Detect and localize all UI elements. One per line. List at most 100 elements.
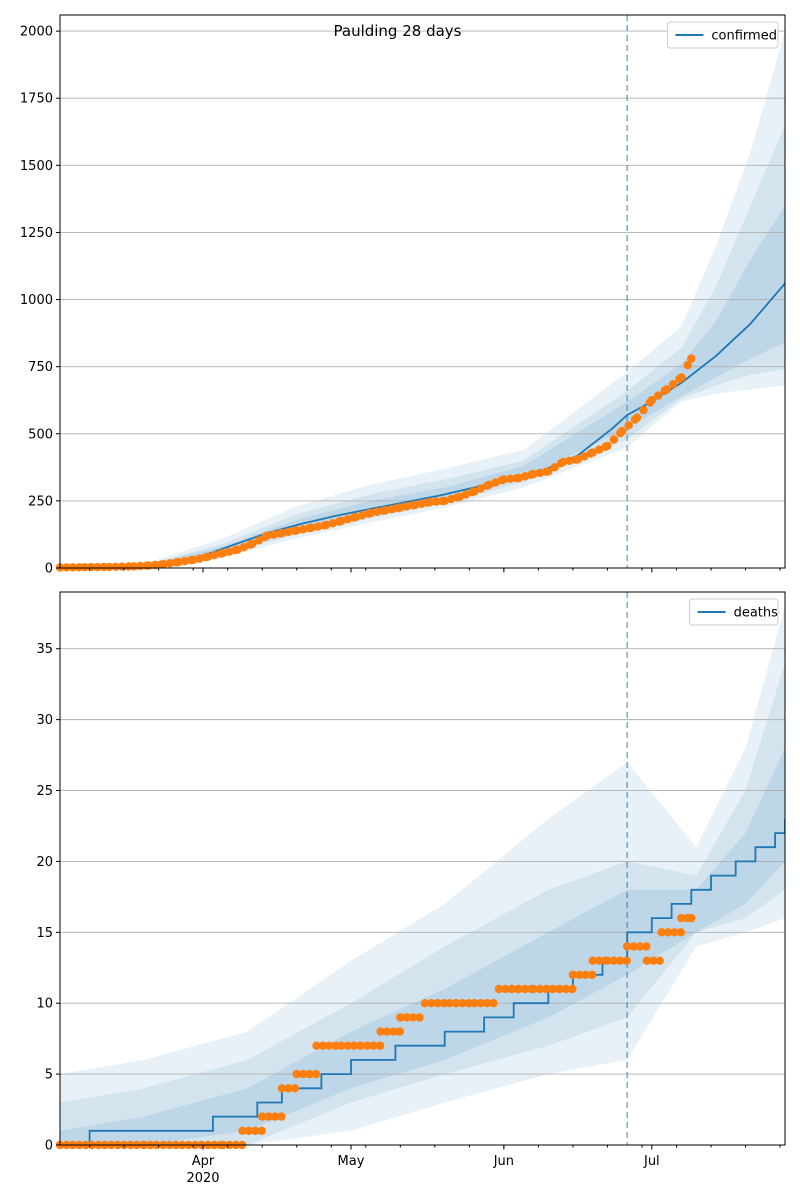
observed-point [277, 1084, 287, 1093]
observed-point [445, 999, 454, 1008]
observed-point [654, 391, 663, 400]
observed-point [470, 999, 479, 1008]
observed-point [363, 1041, 372, 1050]
observed-point [111, 562, 120, 571]
observed-point [254, 536, 263, 545]
observed-point [248, 539, 257, 548]
observed-point [573, 455, 583, 464]
observed-point [408, 1013, 418, 1022]
observed-point [687, 913, 696, 923]
legend-label-confirmed: confirmed [711, 29, 777, 44]
observed-point [440, 496, 449, 506]
y-tick-label: 1250 [20, 226, 53, 241]
observed-point [318, 1041, 328, 1050]
legend-box [666, 21, 779, 49]
observed-point [655, 956, 664, 965]
observed-point [203, 552, 213, 561]
observed-point [349, 1041, 359, 1050]
confirmed-panel: 0 250 500 750 1000 1250 1500 1750 2000 Paulding … [20, 14, 786, 577]
y-tick-label: 0 [45, 1139, 53, 1154]
observed-point [312, 1041, 321, 1050]
observed-point [343, 1041, 352, 1050]
observed-point [269, 530, 278, 539]
observed-point [501, 984, 510, 994]
observed-point [649, 956, 658, 965]
observed-point [642, 956, 652, 965]
observed-point [305, 1069, 314, 1079]
observed-point [535, 984, 545, 994]
observed-point [588, 956, 597, 965]
observed-point [461, 490, 471, 499]
observed-point [663, 928, 673, 937]
observed-point [549, 984, 558, 994]
observed-point [687, 354, 696, 363]
observed-point [425, 498, 435, 507]
observed-point [635, 942, 645, 951]
observed-point [210, 551, 219, 560]
observed-point [550, 463, 559, 472]
observed-point [68, 563, 78, 572]
observed-point [218, 549, 227, 558]
deaths-uncertainty-bands [60, 606, 785, 1145]
observed-point [451, 999, 461, 1008]
observed-point [420, 999, 430, 1008]
observed-point [195, 554, 204, 563]
observed-point [290, 1084, 299, 1093]
observed-point [446, 494, 456, 504]
observed-point [375, 1041, 385, 1050]
x-tick-label: Jul [643, 1154, 660, 1169]
y-tick-label: 30 [36, 713, 53, 728]
observed-point [632, 413, 642, 422]
observed-point [351, 512, 361, 522]
observed-point [415, 1013, 424, 1022]
observed-point [238, 1126, 247, 1136]
observed-point [623, 942, 632, 951]
observed-point [670, 928, 679, 937]
observed-point [402, 1013, 411, 1022]
observed-point [588, 970, 597, 979]
observed-point [244, 1126, 254, 1136]
observed-point [494, 984, 504, 994]
observed-point [369, 1041, 378, 1050]
observed-point [514, 473, 523, 483]
observed-point [491, 478, 500, 487]
legend-box [689, 598, 779, 626]
observed-point [642, 942, 651, 951]
y-tick-label: 1750 [20, 92, 53, 107]
observed-point [594, 956, 604, 965]
x-tick-label: May [338, 1154, 365, 1169]
observed-point [270, 1112, 280, 1121]
confirmed-legend: confirmed [666, 21, 779, 49]
observed-point [262, 531, 272, 540]
observed-point [520, 984, 530, 994]
observed-point [381, 506, 390, 515]
band-2 [60, 662, 785, 1145]
observed-point [458, 999, 467, 1008]
y-tick-label: 10 [36, 997, 53, 1012]
observed-point [387, 504, 397, 514]
observed-point [93, 562, 102, 572]
observed-point [657, 928, 666, 937]
observed-point [159, 560, 168, 569]
observed-point [372, 507, 382, 516]
observed-point [677, 913, 686, 923]
y-tick-label: 1500 [20, 159, 53, 174]
deaths-legend: deaths [689, 598, 779, 626]
observed-point [520, 472, 530, 481]
observed-point [499, 475, 509, 484]
deaths-plot-frame [59, 591, 786, 1146]
observed-point [647, 396, 656, 405]
observed-point [151, 560, 160, 570]
deaths-x-axis: Apr 2020 May Jun Jul [89, 1145, 781, 1186]
confirmed-model-line [60, 282, 785, 568]
confirmed-x-axis [89, 568, 781, 573]
observed-point [396, 1013, 405, 1022]
observed-point [616, 956, 625, 965]
chart-title: Paulding 28 days [334, 22, 462, 40]
y-tick-label: 1000 [20, 293, 53, 308]
confirmed-observed-points [55, 354, 696, 572]
observed-point [544, 467, 553, 476]
legend-label-deaths: deaths [734, 606, 779, 621]
confirmed-plot-frame [59, 14, 786, 569]
